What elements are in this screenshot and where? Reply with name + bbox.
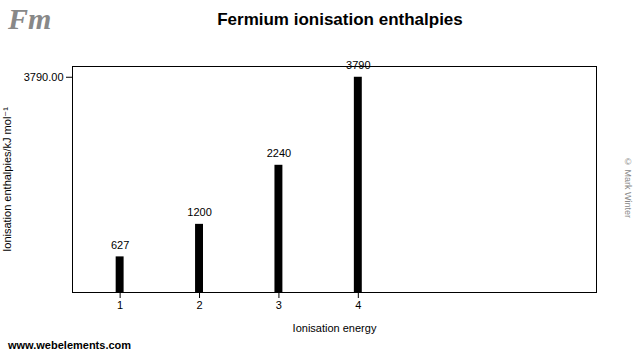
svg-text:1: 1 [117, 299, 123, 311]
svg-text:Ionisation energy: Ionisation energy [293, 322, 377, 334]
svg-text:3790.00: 3790.00 [24, 71, 64, 83]
svg-text:1200: 1200 [187, 206, 211, 218]
svg-text:627: 627 [111, 239, 129, 251]
html-text:www.webelements.com: www.webelements.com [8, 339, 132, 351]
svg-text:3790: 3790 [346, 59, 370, 71]
html-text:© Mark Winter: © Mark Winter [623, 157, 633, 219]
svg-text:4: 4 [355, 299, 361, 311]
svg-text:3: 3 [276, 299, 282, 311]
html-text:Fm: Fm [8, 2, 52, 35]
html-text:Fermium ionisation enthalpies: Fermium ionisation enthalpies [217, 10, 463, 29]
svg-text:2: 2 [196, 299, 202, 311]
svg-text:Ionisation enthalpies/kJ mol⁻¹: Ionisation enthalpies/kJ mol⁻¹ [1, 107, 13, 252]
svg-text:2240: 2240 [267, 147, 291, 159]
